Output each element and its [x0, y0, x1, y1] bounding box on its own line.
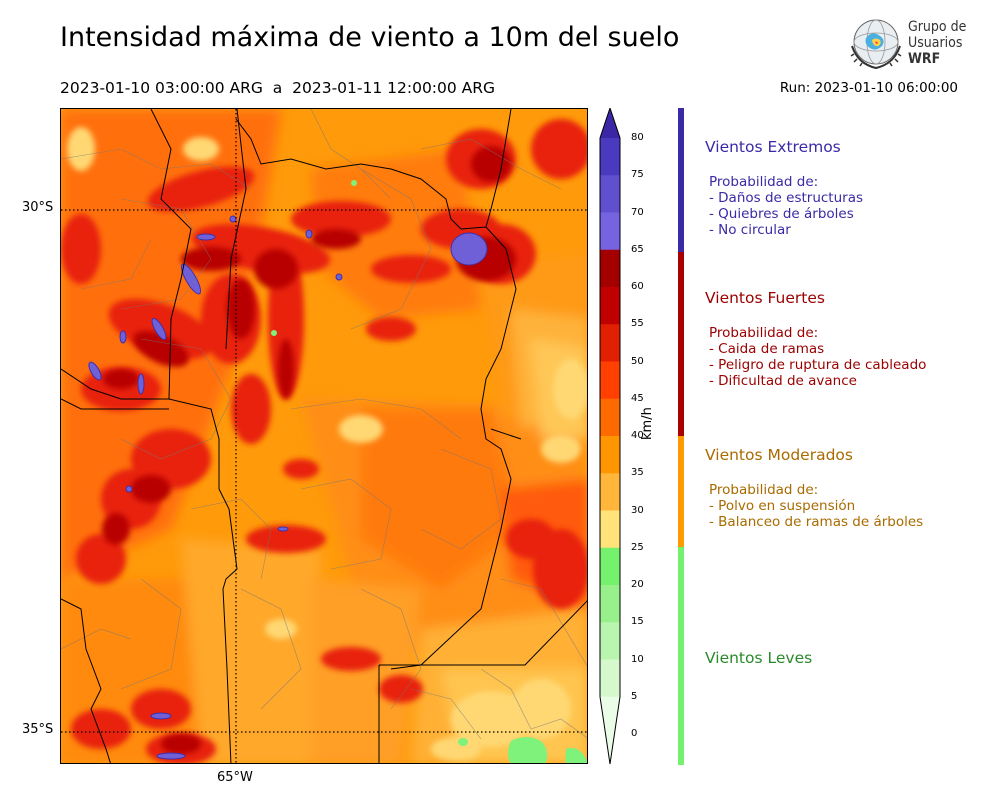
category-item: - Peligro de ruptura de cableado: [709, 357, 927, 373]
colorbar-tick-label: 5: [631, 690, 638, 702]
category-intro: Probabilidad de:: [709, 174, 819, 190]
colorbar-tick-label: 55: [631, 318, 644, 330]
run-time: Run: 2023-01-10 06:00:00: [779, 80, 958, 96]
colorbar-tick-label: 75: [631, 169, 644, 181]
colorbar-tick-label: 65: [631, 243, 644, 255]
colorbar-tick-label: 35: [631, 467, 644, 479]
category-item: - Quiebres de árboles: [709, 206, 854, 222]
lat-label-30s: 30°S: [22, 200, 54, 215]
colorbar: [599, 108, 621, 765]
grupo-wrf-logo: Grupo de Usuarios WRF: [848, 16, 968, 72]
category-intro: Probabilidad de:: [709, 482, 819, 498]
category-bar: [678, 252, 684, 436]
colorbar-cell: [600, 585, 620, 623]
chart-title: Intensidad máxima de viento a 10m del su…: [60, 22, 680, 53]
colorbar-tick-label: 15: [631, 616, 644, 628]
category-item: - Polvo en suspensión: [709, 498, 856, 514]
colorbar-extend-bottom: [600, 696, 620, 764]
category-bar: [678, 436, 684, 547]
category-description: Probabilidad de: - Polvo en suspensión - B…: [705, 482, 923, 530]
colorbar-extend-top: [600, 108, 620, 138]
colorbar-cell: [600, 361, 620, 400]
category-intro: Probabilidad de:: [709, 325, 819, 341]
colorbar-cells: [600, 108, 620, 764]
wind-map: [60, 108, 588, 764]
category-title: Vientos Fuertes: [705, 289, 825, 307]
colorbar-cell: [600, 249, 620, 288]
forecast-period: 2023-01-10 03:00:00 ARG a 2023-01-11 12:…: [60, 79, 496, 97]
category-item: - No circular: [709, 222, 791, 238]
colorbar-cell: [600, 175, 620, 213]
wind-field: [61, 109, 587, 763]
category-item: - Balanceo de ramas de árboles: [709, 514, 924, 530]
logo-line-3: WRF: [908, 51, 941, 67]
colorbar-tick-label: 25: [631, 541, 644, 553]
category-item: - Caida de ramas: [709, 341, 825, 357]
globe-icon: [850, 19, 902, 70]
colorbar-cell: [600, 138, 620, 176]
colorbar-cell: [600, 659, 620, 698]
category-title: Vientos Extremos: [705, 138, 841, 156]
colorbar-cell: [600, 287, 620, 325]
colorbar-tick-label: 10: [631, 653, 644, 665]
category-title: Vientos Moderados: [705, 446, 853, 464]
colorbar-tick-label: 45: [631, 392, 644, 404]
category-item: - Dificultad de avance: [709, 373, 857, 389]
colorbar-cell: [600, 324, 620, 362]
category-block: Vientos Extremos Probabilidad de: - Daños …: [705, 138, 863, 238]
colorbar-outline: [599, 108, 621, 765]
colorbar-tick-label: 50: [631, 355, 644, 367]
category-block: Vientos Fuertes Probabilidad de: - Caida d…: [705, 289, 926, 389]
colorbar-cell: [600, 547, 620, 586]
logo-line-2: Usuarios: [908, 35, 963, 51]
colorbar-tick-label: 40: [631, 430, 644, 441]
colorbar-tick-label: 0: [631, 728, 638, 739]
category-description: Probabilidad de: - Caida de ramas - Peligr…: [705, 325, 926, 389]
colorbar-cell: [600, 622, 620, 660]
colorbar-cell: [600, 473, 620, 511]
category-item: - Daños de estructuras: [709, 190, 864, 206]
category-bar: [678, 547, 684, 765]
colorbar-unit: km/h: [640, 407, 655, 440]
colorbar-cell: [600, 212, 620, 251]
category-block: Vientos Leves: [705, 649, 812, 667]
logo-line-1: Grupo de: [908, 19, 967, 35]
colorbar-cell: [600, 510, 620, 549]
category-bar: [678, 108, 684, 252]
colorbar-tick-label: 20: [631, 579, 644, 590]
lon-label-65w: 65°W: [217, 770, 253, 785]
colorbar-tick-label: 60: [631, 281, 644, 292]
colorbar-tick-label: 70: [631, 206, 644, 218]
colorbar-cell: [600, 398, 620, 437]
colorbar-tick-label: 30: [631, 504, 644, 516]
colorbar-tick-label: 80: [631, 132, 644, 143]
colorbar-cell: [600, 436, 620, 474]
category-description: Probabilidad de: - Daños de estructuras - …: [705, 174, 863, 238]
lat-label-35s: 35°S: [22, 722, 54, 737]
category-block: Vientos Moderados Probabilidad de: - Polvo…: [705, 446, 923, 530]
category-title: Vientos Leves: [705, 649, 813, 667]
